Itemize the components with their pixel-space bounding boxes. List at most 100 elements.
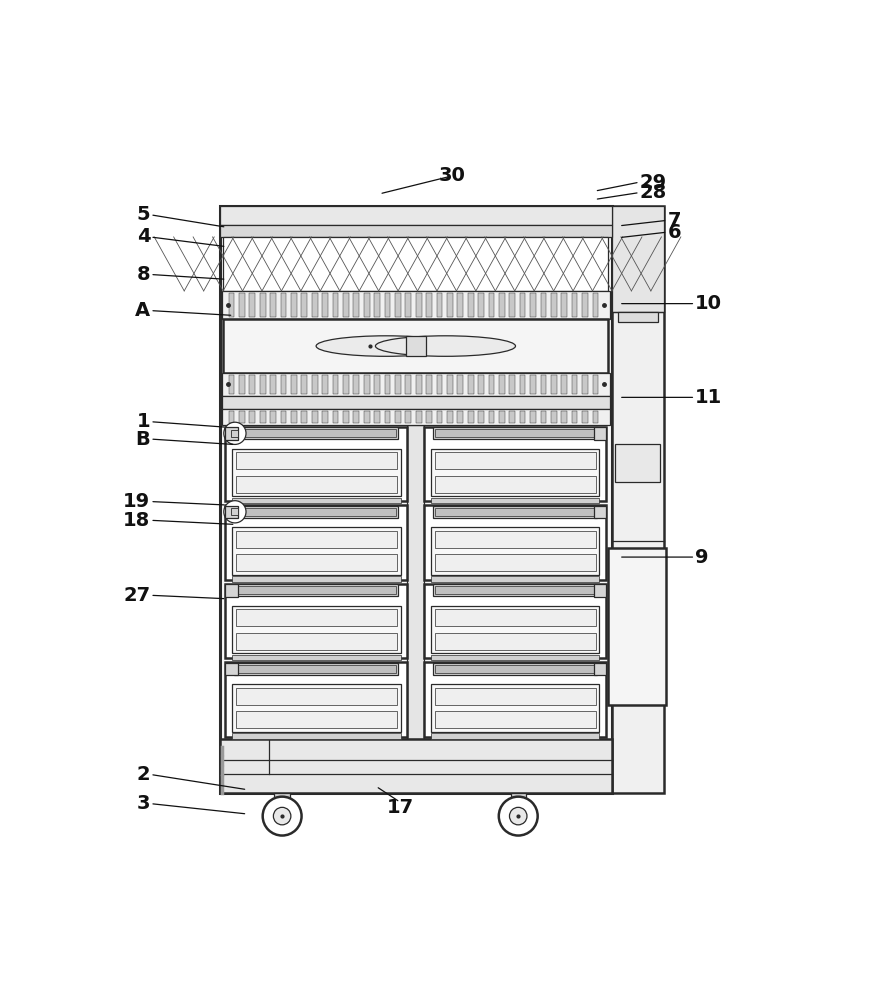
Bar [562, 293, 567, 317]
Bar [509, 375, 515, 394]
Bar [435, 476, 596, 493]
Bar [612, 206, 664, 793]
Bar [509, 293, 515, 317]
Bar [280, 293, 287, 317]
Bar [375, 375, 380, 394]
Bar [499, 375, 504, 394]
Bar [353, 293, 359, 317]
Bar [488, 293, 495, 317]
Bar [237, 665, 396, 673]
Bar [416, 411, 421, 423]
Bar [488, 375, 495, 394]
Bar [540, 411, 547, 423]
Bar [220, 206, 612, 793]
Bar [221, 409, 610, 425]
Bar [323, 375, 328, 394]
Text: 28: 28 [640, 183, 667, 202]
Bar [540, 375, 547, 394]
Bar [332, 411, 339, 423]
Bar [424, 584, 607, 658]
Bar [435, 586, 595, 594]
Text: 30: 30 [439, 166, 466, 185]
Bar [405, 293, 411, 317]
Bar [431, 655, 599, 660]
Bar [220, 225, 612, 237]
Bar [405, 411, 411, 423]
Bar [260, 411, 265, 423]
Text: 9: 9 [695, 548, 709, 567]
Circle shape [263, 797, 302, 836]
Bar [395, 411, 401, 423]
Bar [434, 427, 598, 439]
Bar [592, 375, 599, 394]
Bar [291, 411, 297, 423]
Bar [562, 375, 567, 394]
Bar [582, 375, 588, 394]
Bar [616, 444, 659, 482]
Bar [220, 206, 612, 225]
Circle shape [224, 422, 246, 444]
Bar [343, 375, 349, 394]
Bar [551, 375, 556, 394]
Bar [375, 411, 380, 423]
Bar [435, 508, 595, 516]
Bar [237, 586, 396, 594]
Bar [608, 548, 666, 705]
Bar [478, 293, 484, 317]
Bar [457, 375, 463, 394]
Bar [431, 684, 599, 732]
Bar [416, 293, 421, 317]
Text: 11: 11 [695, 388, 722, 407]
Circle shape [510, 807, 527, 825]
Bar [592, 293, 599, 317]
Text: 19: 19 [123, 492, 151, 511]
Bar [499, 411, 504, 423]
Text: 4: 4 [136, 227, 151, 246]
Text: B: B [135, 430, 151, 449]
Bar [236, 609, 397, 626]
Bar [291, 293, 297, 317]
Bar [612, 206, 664, 312]
Bar [562, 411, 567, 423]
Bar [384, 293, 391, 317]
Bar [223, 237, 608, 291]
Bar [249, 375, 255, 394]
Bar [323, 411, 328, 423]
Bar [271, 411, 276, 423]
Bar [594, 506, 607, 518]
Bar [468, 411, 473, 423]
Bar [225, 427, 408, 501]
Bar [291, 375, 297, 394]
Bar [234, 584, 399, 596]
Text: 3: 3 [137, 794, 151, 813]
Text: 2: 2 [136, 765, 151, 784]
Bar [236, 554, 397, 571]
Bar [332, 375, 339, 394]
Bar [435, 633, 596, 650]
Bar [237, 429, 396, 437]
Bar [431, 733, 599, 739]
Bar [424, 662, 607, 737]
Bar [343, 293, 349, 317]
Bar [431, 449, 599, 496]
Bar [468, 293, 473, 317]
Text: 6: 6 [668, 223, 681, 242]
Bar [260, 293, 265, 317]
Text: 18: 18 [123, 511, 151, 530]
Bar [511, 793, 526, 811]
Bar [236, 688, 397, 705]
Bar [225, 584, 408, 658]
Bar [280, 411, 287, 423]
Bar [271, 293, 276, 317]
Bar [236, 633, 397, 650]
Bar [434, 584, 598, 596]
Bar [426, 411, 432, 423]
Bar [225, 506, 237, 518]
Bar [431, 576, 599, 582]
Bar [540, 293, 547, 317]
Bar [435, 711, 596, 728]
Bar [280, 375, 287, 394]
Bar [572, 375, 577, 394]
Bar [228, 293, 235, 317]
Bar [220, 739, 612, 793]
